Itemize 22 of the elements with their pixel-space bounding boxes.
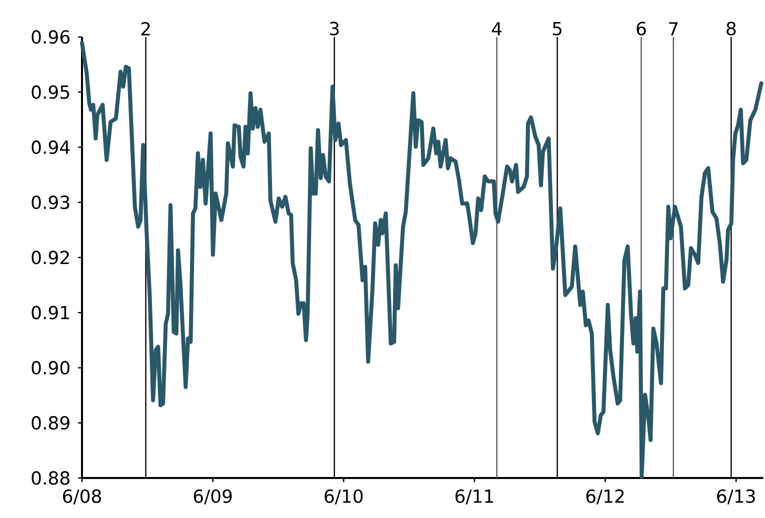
y-tick-label: 0.96 (32, 30, 70, 44)
y-tick-label: 0.91 (32, 306, 69, 320)
y-tick-label: 0.89 (32, 416, 70, 430)
y-tick-label: 0.94 (32, 140, 70, 154)
x-tick-label: 6/12 (586, 489, 624, 504)
ref-line-label: 6 (636, 22, 646, 36)
y-tick-label: 0.93 (32, 196, 70, 210)
ref-line-label: 7 (669, 22, 678, 36)
ref-line-label: 3 (330, 22, 339, 36)
ref-line-label: 5 (552, 22, 562, 36)
x-tick-label: 6/13 (717, 489, 755, 504)
ref-line-label: 2 (141, 22, 150, 36)
x-tick-label: 6/11 (455, 489, 493, 504)
y-tick-label: 0.90 (32, 360, 70, 375)
x-tick-label: 6/09 (194, 489, 232, 504)
y-tick-label: 0.88 (32, 471, 70, 485)
y-tick-label: 0.92 (32, 250, 69, 264)
x-tick-label: 6/10 (324, 489, 363, 504)
x-tick-label: 6/08 (63, 489, 101, 504)
ref-line-label: 8 (726, 22, 736, 36)
ref-line-label: 4 (492, 22, 502, 36)
y-tick-label: 0.95 (32, 85, 70, 99)
